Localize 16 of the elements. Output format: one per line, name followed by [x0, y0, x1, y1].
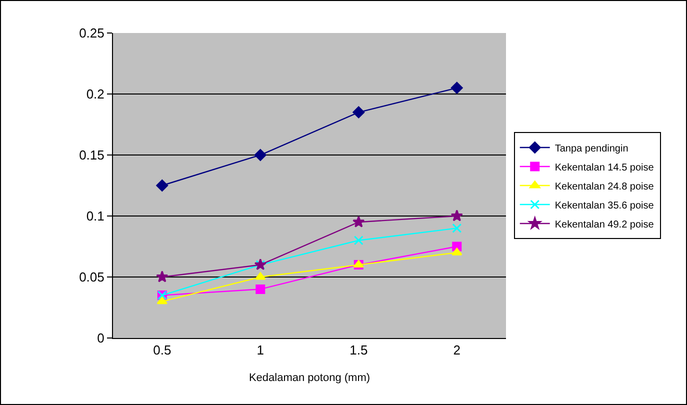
legend-label: Kekentalan 24.8 poise — [554, 181, 654, 192]
legend-label: Kekentalan 14.5 poise — [554, 162, 654, 174]
x-tick-label: 2 — [453, 342, 460, 358]
y-tick-label: 0.1 — [86, 208, 104, 224]
x-tick-label: 1 — [256, 342, 264, 358]
y-tick-label: 0.15 — [79, 148, 104, 163]
legend-label: Tanpa pendingin — [554, 143, 628, 154]
x-axis-title: Kedalaman potong (mm) — [248, 372, 370, 384]
x-tick-label: 0.5 — [153, 342, 172, 358]
y-tick-label: 0.2 — [86, 86, 104, 102]
legend-label: Kekentalan 49.2 poise — [554, 219, 654, 230]
y-tick-label: 0.05 — [79, 270, 104, 285]
y-tick-label: 0.25 — [79, 26, 104, 41]
x-tick-label: 1.5 — [350, 342, 368, 358]
y-tick-label: 0 — [97, 330, 104, 346]
legend-label: Kekentalan 35.6 poise — [554, 200, 654, 212]
